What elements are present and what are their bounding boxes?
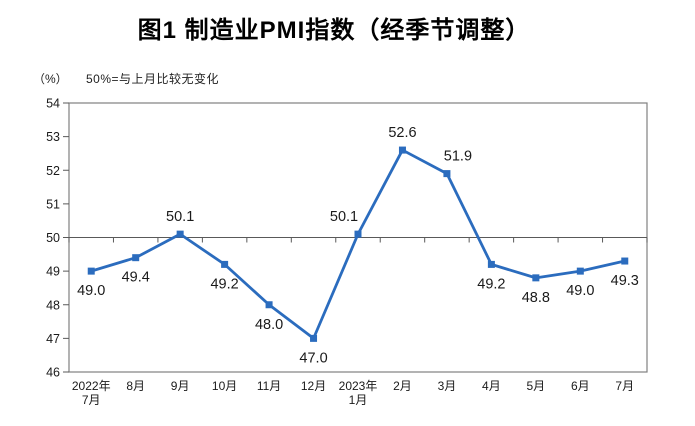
pmi-series-line (89, 148, 627, 340)
y-axis-tick-label: 52 (46, 164, 60, 178)
data-point-marker (132, 254, 140, 262)
x-axis-category-label: 9月 (171, 379, 190, 393)
data-point-marker (443, 170, 451, 178)
x-axis-category-label: 2月 (393, 379, 412, 393)
chart-title: 图1 制造业PMI指数（经季节调整） (137, 17, 531, 44)
y-axis-tick-label: 50 (46, 231, 60, 245)
data-point-marker (532, 274, 540, 282)
x-axis-category-label: 11月 (257, 379, 281, 393)
data-point-label: 49.2 (210, 276, 238, 292)
x-axis-category-label: 4月 (482, 379, 501, 393)
y-axis-tick-label: 48 (46, 298, 60, 312)
data-point-label: 50.1 (166, 209, 194, 225)
x-axis-category-label: 2023年 1月 (339, 379, 378, 407)
data-point-marker (221, 260, 229, 268)
x-axis-category-label: 3月 (438, 379, 457, 393)
data-point-label: 52.6 (388, 125, 416, 141)
data-point-marker (398, 146, 406, 154)
y-axis-tick-label: 49 (46, 265, 60, 279)
data-point-marker (354, 230, 362, 238)
x-axis-category-label: 12月 (301, 379, 326, 393)
data-point-label: 49.4 (122, 270, 150, 286)
data-point-label: 47.0 (299, 350, 327, 366)
data-point-marker (310, 334, 318, 342)
reference-line-note: 50%=与上月比较无变化 (86, 72, 220, 86)
x-axis-category-label: 2022年 7月 (72, 379, 111, 407)
y-axis-tick-label: 54 (46, 97, 60, 111)
data-point-label: 49.3 (611, 273, 639, 289)
data-point-marker (576, 267, 584, 275)
data-point-label: 49.0 (77, 283, 105, 299)
y-axis-tick-label: 46 (46, 366, 60, 380)
data-point-label: 48.0 (255, 317, 283, 333)
y-axis-tick-label: 53 (46, 130, 60, 144)
x-axis-category-label: 7月 (615, 379, 634, 393)
x-axis-category-label: 6月 (571, 379, 590, 393)
data-point-marker (265, 301, 273, 309)
x-axis-category-label: 8月 (126, 379, 145, 393)
data-point-label: 48.8 (522, 290, 550, 306)
data-point-label: 49.2 (477, 276, 505, 292)
data-point-marker (621, 257, 629, 265)
data-point-marker (487, 260, 495, 268)
data-point-label: 49.0 (566, 283, 594, 299)
data-point-label: 50.1 (330, 209, 358, 225)
x-axis-category-label: 5月 (527, 379, 546, 393)
data-point-marker (87, 267, 95, 275)
y-axis-tick-label: 47 (46, 332, 60, 346)
x-axis-category-label: 10月 (212, 379, 237, 393)
data-point-marker (176, 230, 184, 238)
y-axis-tick-label: 51 (46, 197, 60, 211)
data-point-label: 51.9 (444, 149, 472, 165)
y-axis-unit-label: （%） (33, 72, 68, 86)
